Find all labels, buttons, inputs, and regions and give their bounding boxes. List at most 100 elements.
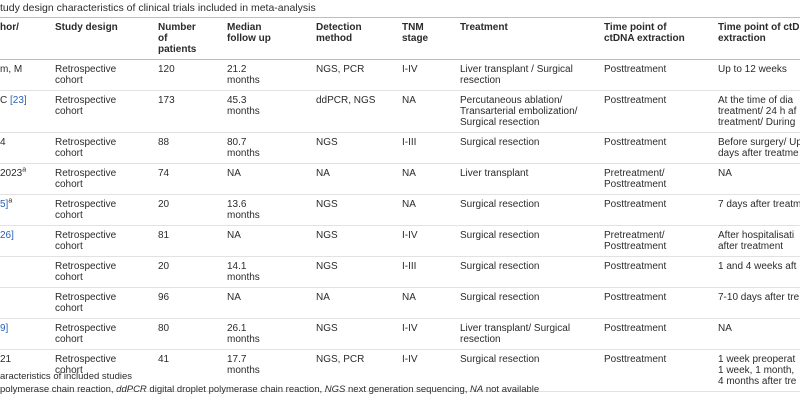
table-cell: 9] bbox=[0, 318, 55, 350]
table-cell: After hospitalisati after treatment bbox=[718, 225, 800, 257]
reference-link[interactable]: 26] bbox=[0, 230, 14, 241]
table-row: 26] Retrospective cohort 81 NA NGS I-IV Surgic… bbox=[0, 225, 800, 257]
table-title: tudy design characteristics of clinical … bbox=[0, 2, 316, 14]
table-row: Retrospective cohort 96 NA NA NA Surgical res… bbox=[0, 287, 800, 319]
table-cell: Posttreatment bbox=[604, 318, 718, 350]
table-cell: Liver transplant bbox=[460, 163, 604, 195]
table-cell: Retrospective cohort bbox=[55, 132, 158, 164]
table-cell: Liver transplant / Surgical resection bbox=[460, 59, 604, 91]
abbreviation-text: digital droplet polymerase chain reactio… bbox=[146, 384, 325, 395]
table-cell bbox=[0, 256, 55, 288]
cell-line: At the time of dia bbox=[718, 95, 794, 106]
table-cell: NA bbox=[402, 163, 460, 195]
author-text: 2023 bbox=[0, 168, 23, 179]
table-cell: Surgical resection bbox=[460, 256, 604, 288]
table-cell: 41 bbox=[158, 349, 227, 392]
table-cell: NA bbox=[402, 90, 460, 133]
column-header: Time point of ctD extraction bbox=[718, 17, 800, 60]
table-cell: 80.7 months bbox=[227, 132, 316, 164]
table-cell: 74 bbox=[158, 163, 227, 195]
table-cell: NGS bbox=[316, 225, 402, 257]
table-cell: I-IV bbox=[402, 318, 460, 350]
column-header: Time point of ctDNA extraction bbox=[604, 17, 718, 60]
abbreviation-text: polymerase chain reaction, bbox=[0, 384, 117, 395]
table-cell: Retrospective cohort bbox=[55, 90, 158, 133]
table-cell: 7 days after treatm bbox=[718, 194, 800, 226]
table-cell: 17.7 months bbox=[227, 349, 316, 392]
table-cell: 14.1 months bbox=[227, 256, 316, 288]
column-header: Study design bbox=[55, 17, 158, 60]
cell-line: 1 week, 1 month, bbox=[718, 365, 795, 376]
table-cell: Retrospective cohort bbox=[55, 194, 158, 226]
cell-line: After hospitalisati bbox=[718, 230, 795, 241]
table-cell: ddPCR, NGS bbox=[316, 90, 402, 133]
table-cell: Up to 12 weeks bbox=[718, 59, 800, 91]
table-cell: 21 bbox=[0, 349, 55, 392]
table-cell: NA bbox=[402, 287, 460, 319]
table-cell: Pretreatment/ Posttreatment bbox=[604, 225, 718, 257]
table-cell: NGS bbox=[316, 318, 402, 350]
footnote-mark: a bbox=[22, 166, 27, 174]
table-cell: 120 bbox=[158, 59, 227, 91]
table-cell: I-IV bbox=[402, 59, 460, 91]
table-cell: 21.2 months bbox=[227, 59, 316, 91]
cell-line: treatment/ During bbox=[718, 117, 796, 128]
abbreviation-text: not available bbox=[483, 384, 540, 395]
table-cell: I-IV bbox=[402, 225, 460, 257]
reference-link[interactable]: [23] bbox=[10, 95, 27, 106]
table-cell: Retrospective cohort bbox=[55, 256, 158, 288]
table-row: 9] Retrospective cohort 80 26.1 months NGS I-… bbox=[0, 318, 800, 350]
table-row: m, M Retrospective cohort 120 21.2 months NG… bbox=[0, 59, 800, 91]
table-cell: Posttreatment bbox=[604, 349, 718, 392]
table-cell: Retrospective cohort bbox=[55, 225, 158, 257]
author-text: 21 bbox=[0, 354, 12, 365]
column-header: hor/ bbox=[0, 17, 55, 60]
abbreviation: ddPCR bbox=[116, 384, 147, 395]
table-row: 5]a Retrospective cohort 20 13.6 months NGS N… bbox=[0, 194, 800, 226]
column-header: Treatment bbox=[460, 17, 604, 60]
table-cell: 26.1 months bbox=[227, 318, 316, 350]
column-header: Median follow up bbox=[227, 17, 316, 60]
cell-line: 7-10 days after tre bbox=[718, 292, 800, 303]
table-cell: Posttreatment bbox=[604, 90, 718, 133]
column-header: Detection method bbox=[316, 17, 402, 60]
cell-line: treatment/ 24 h af bbox=[718, 106, 797, 117]
table-cell: Surgical resection bbox=[460, 287, 604, 319]
table-cell: I-IV bbox=[402, 349, 460, 392]
table-cell: At the time of dia treatment/ 24 h af trea… bbox=[718, 90, 800, 133]
table-cell: NGS bbox=[316, 132, 402, 164]
table-row: 4 Retrospective cohort 88 80.7 months NGS I-I… bbox=[0, 132, 800, 164]
table-cell: NA bbox=[718, 318, 800, 350]
footnote-mark: a bbox=[8, 197, 13, 205]
table-cell: NA bbox=[402, 194, 460, 226]
table-cell: NA bbox=[227, 225, 316, 257]
table-row: Retrospective cohort 20 14.1 months NGS I-II… bbox=[0, 256, 800, 288]
table-cell: Retrospective cohort bbox=[55, 59, 158, 91]
table-cell: I-III bbox=[402, 132, 460, 164]
table-cell: NGS bbox=[316, 256, 402, 288]
table-cell: 4 bbox=[0, 132, 55, 164]
table-cell: 80 bbox=[158, 318, 227, 350]
table-cell: 88 bbox=[158, 132, 227, 164]
table-cell: NA bbox=[316, 287, 402, 319]
author-text: C bbox=[0, 95, 10, 106]
table-cell: 96 bbox=[158, 287, 227, 319]
table-cell: 20 bbox=[158, 194, 227, 226]
cell-line: NA bbox=[718, 168, 732, 179]
table-cell: 173 bbox=[158, 90, 227, 133]
table-row: 2023a Retrospective cohort 74 NA NA NA Liver t… bbox=[0, 163, 800, 195]
table-cell: NA bbox=[316, 163, 402, 195]
reference-link[interactable]: 5] bbox=[0, 199, 9, 210]
table-cell: Pretreatment/ Posttreatment bbox=[604, 163, 718, 195]
cell-line: Up to 12 weeks bbox=[718, 64, 787, 75]
cell-line: 4 months after tre bbox=[718, 376, 797, 387]
footnotes: aracteristics of included studies polyme… bbox=[0, 370, 539, 396]
table-cell: 5]a bbox=[0, 194, 55, 226]
header-row: hor/Study design Number of patients Median… bbox=[0, 17, 800, 60]
cell-line: Before surgery/ Up bbox=[718, 137, 800, 148]
table-cell: Posttreatment bbox=[604, 256, 718, 288]
table-cell: Surgical resection bbox=[460, 194, 604, 226]
abbreviation-text: next generation sequencing, bbox=[345, 384, 471, 395]
table: hor/Study design Number of patients Median… bbox=[0, 17, 800, 392]
reference-link[interactable]: 9] bbox=[0, 323, 9, 334]
